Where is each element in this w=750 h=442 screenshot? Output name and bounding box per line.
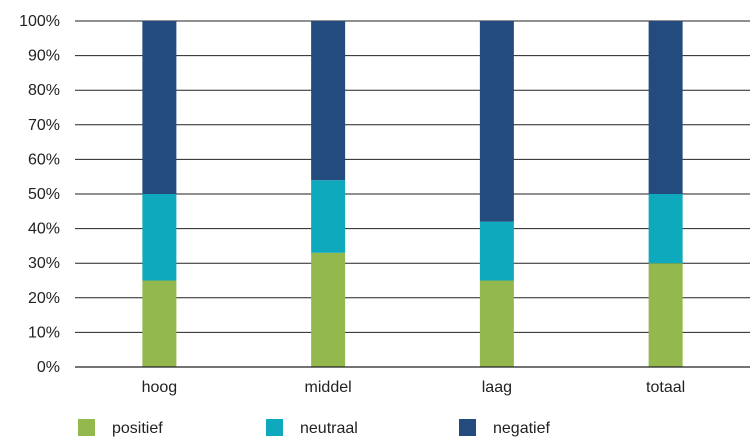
y-tick-label: 40% — [28, 221, 60, 238]
x-category-label: totaal — [646, 379, 685, 396]
grid-lines — [75, 20, 750, 333]
bar-segment-neutraal-middel — [311, 180, 346, 253]
legend-swatch-negatief — [459, 419, 476, 436]
bar-segment-negatief-laag — [479, 21, 514, 222]
y-tick-label: 10% — [28, 324, 60, 341]
y-tick-label: 100% — [19, 13, 60, 30]
bar-segment-negatief-totaal — [648, 21, 683, 194]
bar-segment-neutraal-hoog — [142, 194, 177, 281]
y-tick-label: 30% — [28, 255, 60, 272]
y-tick-label: 80% — [28, 82, 60, 99]
bar-segment-positief-hoog — [142, 280, 177, 367]
y-tick-label: 20% — [28, 290, 60, 307]
x-category-label: laag — [482, 379, 512, 396]
bar-segment-positief-totaal — [648, 263, 683, 367]
y-axis-tick-labels: 0% 10% 20% 30% 40% 50% 60% 70% 80% 90% 100% — [19, 13, 60, 376]
y-tick-label: 60% — [28, 151, 60, 168]
y-tick-label: 90% — [28, 48, 60, 65]
legend-label-neutraal: neutraal — [300, 420, 358, 437]
legend-swatch-neutraal — [266, 419, 283, 436]
x-category-label: hoog — [142, 379, 178, 396]
legend: positief neutraal negatief — [78, 419, 550, 437]
legend-swatch-positief — [78, 419, 95, 436]
legend-label-positief: positief — [112, 420, 163, 437]
bar-segment-negatief-hoog — [142, 21, 177, 194]
y-tick-label: 70% — [28, 117, 60, 134]
bars — [142, 21, 683, 367]
bar-segment-neutraal-totaal — [648, 194, 683, 264]
bar-segment-neutraal-laag — [479, 221, 514, 281]
x-category-label: middel — [305, 379, 352, 396]
legend-label-negatief: negatief — [493, 420, 550, 437]
y-tick-label: 50% — [28, 186, 60, 203]
bar-segment-negatief-middel — [311, 21, 346, 181]
y-tick-label: 0% — [37, 359, 60, 376]
x-axis-category-labels: hoog middel laag totaal — [142, 379, 686, 396]
bar-segment-positief-laag — [479, 280, 514, 367]
bar-segment-positief-middel — [311, 252, 346, 367]
